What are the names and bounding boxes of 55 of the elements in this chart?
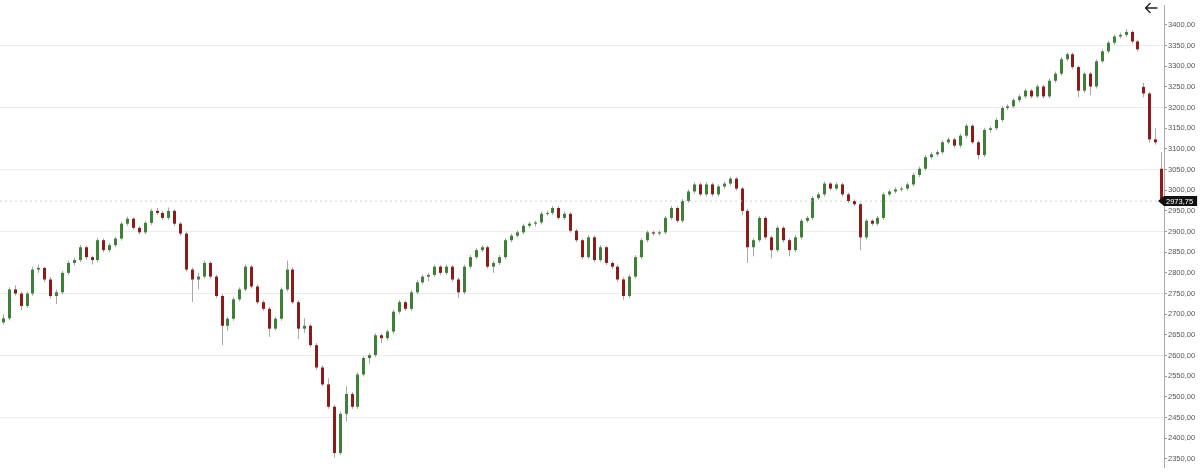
candlestick [31, 266, 34, 297]
candlestick [865, 218, 868, 240]
candlestick [96, 237, 99, 263]
candlestick [811, 195, 814, 221]
candlestick [327, 377, 330, 410]
candlestick [309, 323, 312, 348]
candlestick [977, 140, 980, 160]
candlestick [1077, 64, 1080, 98]
candlestick [268, 306, 271, 338]
candlestick [392, 309, 395, 335]
candlestick [628, 274, 631, 299]
candlestick [232, 296, 235, 322]
candlestick [315, 342, 318, 371]
candlestick [250, 264, 253, 290]
candlestick [286, 259, 289, 292]
candlestick [61, 270, 64, 295]
candlestick [504, 237, 507, 260]
candlestick [681, 198, 684, 224]
candlestick [741, 186, 744, 216]
candlestick [758, 215, 761, 243]
candlestick [1089, 71, 1092, 96]
candlestick [587, 234, 590, 260]
candlestick [605, 245, 608, 266]
candlestick [256, 283, 259, 305]
candlestick [410, 289, 413, 312]
candlestick [244, 264, 247, 292]
candlestick [362, 355, 365, 378]
candlestick [752, 237, 755, 257]
candlestick [486, 245, 489, 270]
candlestick [1083, 71, 1086, 94]
candlestick [764, 215, 767, 240]
candlestick [622, 276, 625, 301]
candlestick [49, 276, 52, 299]
candlestick [569, 211, 572, 234]
candlestick [634, 254, 637, 280]
candlestick [215, 274, 218, 299]
candlestick [770, 235, 773, 259]
candlestick [882, 191, 885, 221]
candlestick [640, 237, 643, 260]
candlestick [120, 221, 123, 242]
candlestick [203, 259, 206, 280]
candlestick [1048, 78, 1051, 99]
candlestick [20, 290, 23, 311]
candlestick [345, 386, 348, 423]
candlestick [776, 225, 779, 253]
candlestick [800, 218, 803, 240]
candlestick [374, 332, 377, 358]
candlestick [581, 238, 584, 260]
candlestick [664, 215, 667, 235]
candlestick [1060, 56, 1063, 77]
candlestick [321, 364, 324, 388]
candlestick [457, 276, 460, 299]
candlestick [971, 123, 974, 145]
candlestick [191, 266, 194, 303]
candlestick [593, 235, 596, 263]
